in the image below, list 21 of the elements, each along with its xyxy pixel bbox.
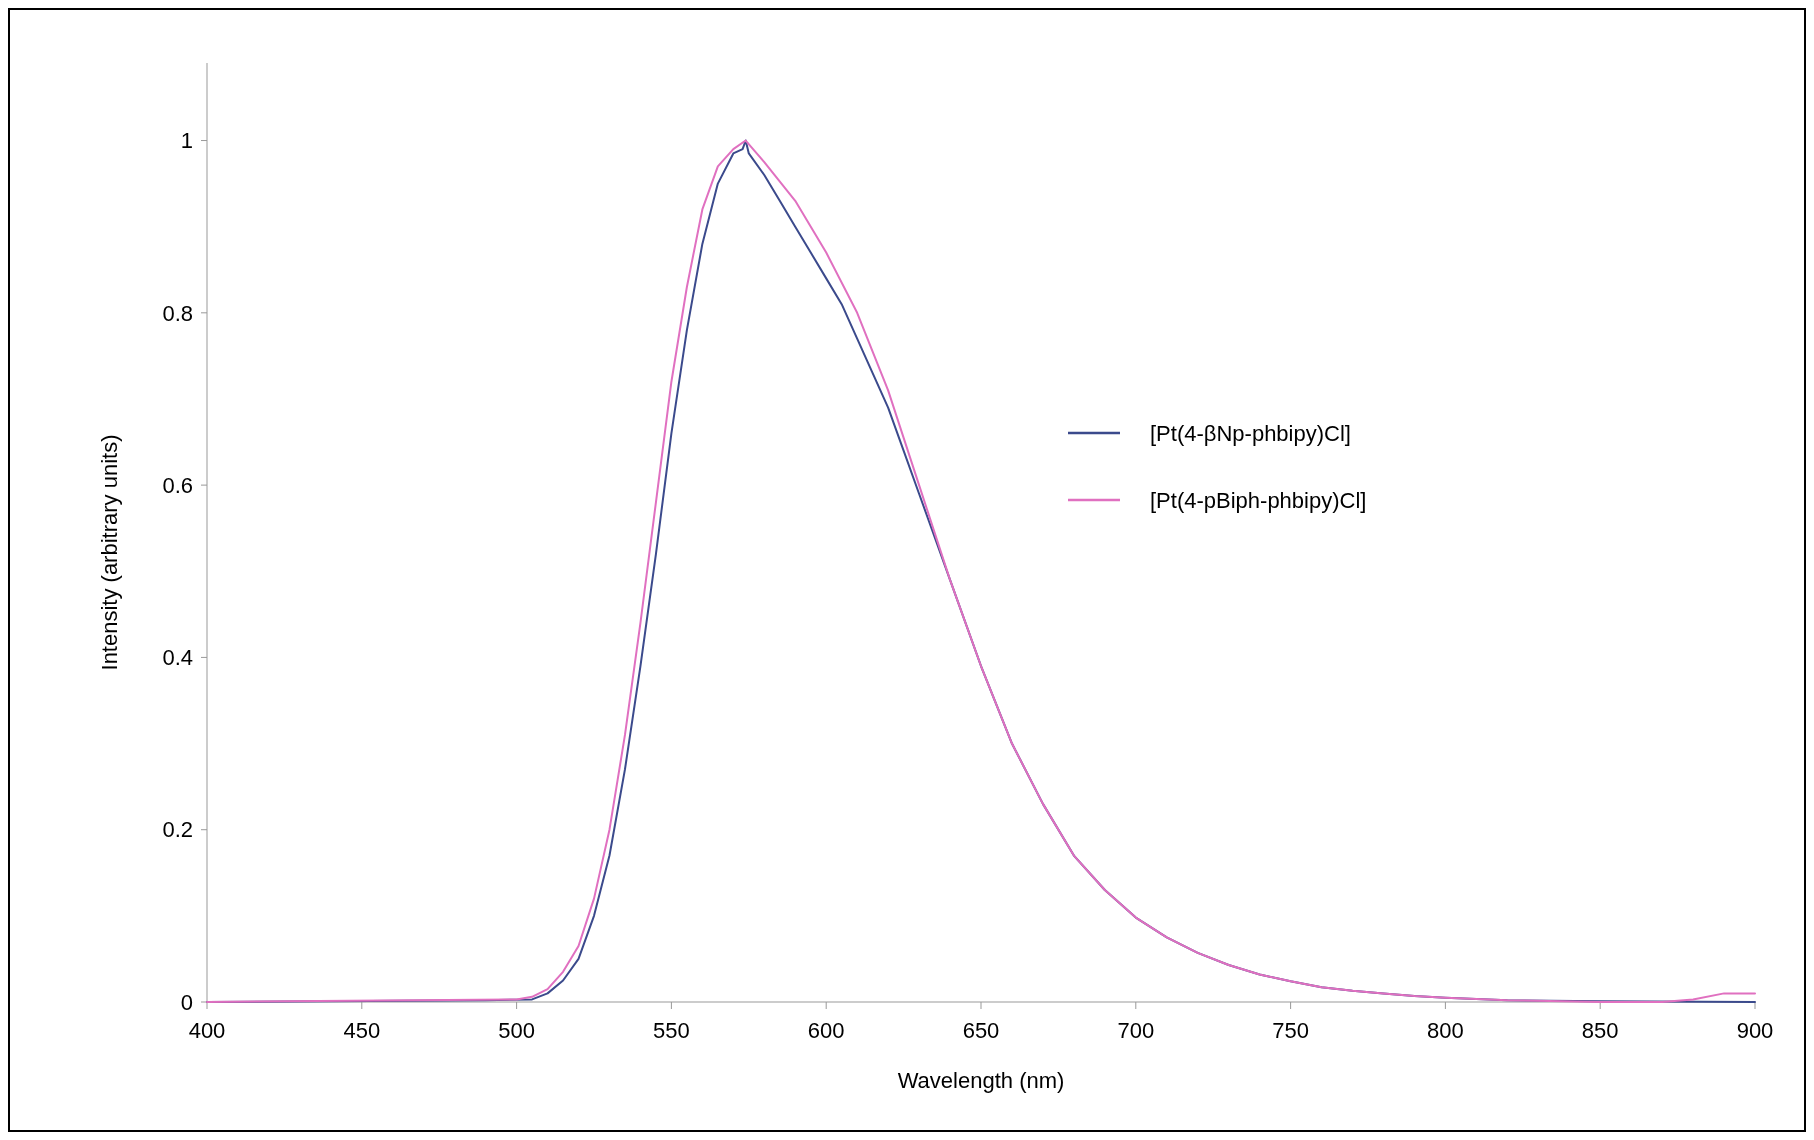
y-tick-label: 1 bbox=[180, 128, 193, 154]
y-tick-label: 0.6 bbox=[162, 472, 193, 498]
x-tick-label: 450 bbox=[343, 1018, 381, 1043]
x-tick-label: 600 bbox=[807, 1018, 845, 1043]
x-tick-label: 850 bbox=[1581, 1018, 1619, 1043]
x-axis-title: Wavelength (nm) bbox=[897, 1068, 1065, 1093]
x-tick-label: 500 bbox=[498, 1018, 535, 1043]
x-tick-label: 750 bbox=[1272, 1018, 1309, 1043]
legend-label: [Pt(4-βNp-phbipy)Cl] bbox=[1150, 420, 1351, 446]
x-tick-label: 650 bbox=[962, 1018, 1000, 1043]
x-tick-label: 800 bbox=[1427, 1018, 1464, 1043]
y-tick-label: 0 bbox=[180, 989, 193, 1015]
legend-label: [Pt(4-pBiph-phbipy)Cl] bbox=[1150, 487, 1367, 513]
y-tick-label: 0.2 bbox=[162, 817, 193, 843]
x-tick-label: 400 bbox=[188, 1018, 226, 1043]
y-tick-label: 0.4 bbox=[162, 645, 193, 671]
x-tick-label: 700 bbox=[1117, 1018, 1155, 1043]
y-axis-title: Intensity (arbitrary units) bbox=[97, 434, 122, 671]
x-tick-label: 900 bbox=[1736, 1018, 1774, 1043]
y-tick-label: 0.8 bbox=[162, 300, 193, 326]
x-tick-label: 550 bbox=[653, 1018, 690, 1043]
